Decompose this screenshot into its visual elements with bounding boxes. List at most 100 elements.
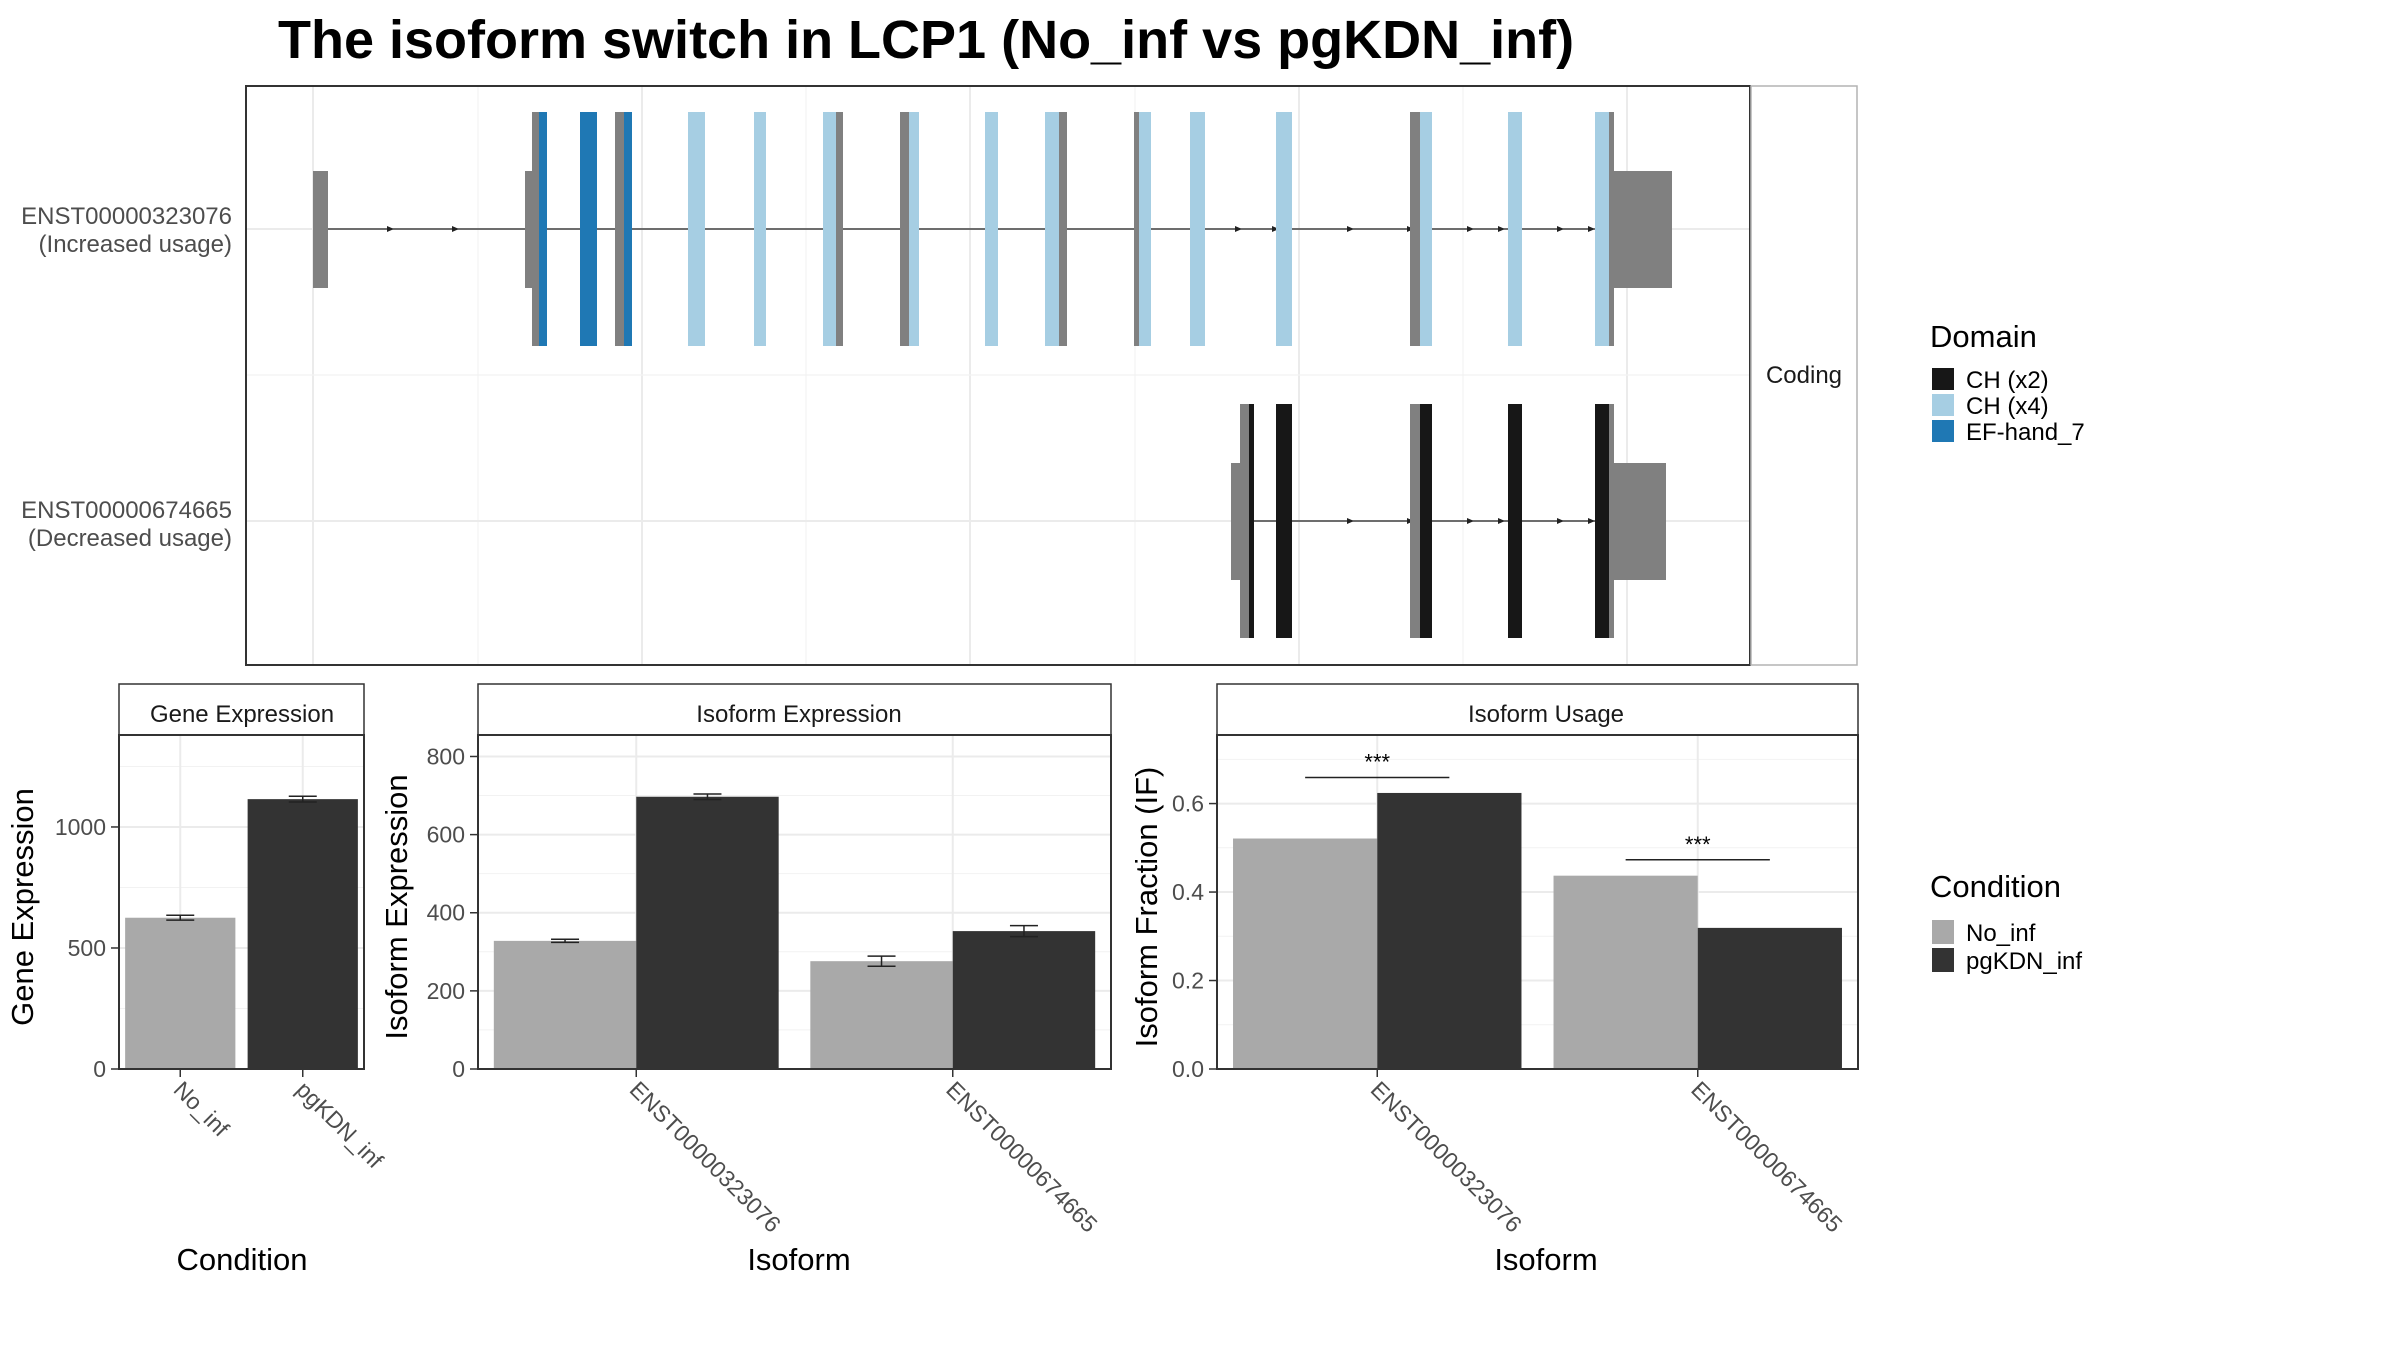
transcript-2-exon xyxy=(1410,404,1420,638)
isouse-y-tick-label: 0.6 xyxy=(1172,791,1204,817)
legend-swatch-no-inf xyxy=(1932,920,1954,944)
transcript-2-3prime-utr xyxy=(1614,463,1666,580)
transcript-2-exon xyxy=(1240,404,1249,638)
coding-strip-label: Coding xyxy=(1766,362,1842,389)
transcript-1-exon xyxy=(836,112,843,346)
transcript-2-track xyxy=(1231,404,1666,638)
transcript-1-intron-arrow xyxy=(1557,226,1564,232)
transcript-1-ef-hand-exon xyxy=(624,112,632,346)
transcript-1-id: ENST00000323076 xyxy=(21,203,232,230)
transcript-1-ef-hand-exon xyxy=(580,112,597,346)
isouse-significance-label-1: *** xyxy=(1364,749,1390,774)
gene-expression-y-axis-title: Gene Expression xyxy=(5,788,40,1026)
transcript-1-ch-x4-exon xyxy=(1139,112,1151,346)
gene-expression-x-axis-title: Condition xyxy=(177,1242,308,1277)
transcript-2-ch-x2-exon xyxy=(1249,404,1254,638)
transcript-1-exon xyxy=(1609,112,1614,346)
isoexp-bar-pgkdn-inf-2 xyxy=(952,931,1096,1069)
transcript-1-ch-x4-exon xyxy=(754,112,766,346)
transcript-1-intron-arrow xyxy=(1498,226,1505,232)
transcript-1-ch-x4-exon xyxy=(1420,112,1432,346)
gene-bar-no-inf xyxy=(125,917,236,1069)
legend-label-pgkdn-inf: pgKDN_inf xyxy=(1966,948,2082,975)
transcript-2-intron-arrow xyxy=(1467,518,1474,524)
gene-y-tick-label: 1000 xyxy=(55,814,106,840)
isouse-significance-label-2: *** xyxy=(1685,832,1711,857)
legend-swatch-pgkdn-inf xyxy=(1932,948,1954,972)
transcript-1-exon xyxy=(615,112,625,346)
transcript-1-ch-x4-exon xyxy=(823,112,836,346)
transcript-1-track xyxy=(313,112,1672,346)
gene-bar-pgkdn-inf xyxy=(247,799,358,1069)
isouse-bar-pgkdn-inf-1 xyxy=(1377,792,1522,1069)
isoform-expression-panel: Isoform Expression Isoform Isoform Expre… xyxy=(379,683,1112,1277)
transcript-1-utr-exon xyxy=(525,171,533,288)
transcript-2-exon xyxy=(1609,404,1614,638)
transcript-1-intron-arrow xyxy=(1272,226,1279,232)
gene-panel-border xyxy=(118,734,365,1070)
legend-swatch-ef-hand-7 xyxy=(1932,420,1954,442)
isoform-usage-panel: Isoform Usage Isoform Isoform Fraction (… xyxy=(1129,683,1859,1277)
transcript-1-intron-arrow xyxy=(1588,226,1595,232)
isoform-expression-x-axis-title: Isoform xyxy=(747,1242,850,1277)
condition-legend: Condition No_inf pgKDN_inf xyxy=(1930,869,2082,975)
legend-label-no-inf: No_inf xyxy=(1966,920,2036,947)
transcript-1-ch-x4-exon xyxy=(688,112,705,346)
transcript-1-intron-arrow xyxy=(1347,226,1354,232)
transcript-1-ch-x4-exon xyxy=(1276,112,1292,346)
isoexp-bar-no-inf-1 xyxy=(493,940,637,1069)
transcript-1-ch-x4-exon xyxy=(985,112,998,346)
legend-label-ch-x2: CH (x2) xyxy=(1966,367,2049,394)
transcript-1-usage: (Increased usage) xyxy=(39,231,232,258)
isoexp-x-tick-label: ENST00000674665 xyxy=(941,1076,1102,1237)
domain-legend-title: Domain xyxy=(1930,319,2037,354)
gene-strip-box xyxy=(118,683,365,736)
transcript-2-usage: (Decreased usage) xyxy=(28,525,232,552)
isoform-expression-y-axis-title: Isoform Expression xyxy=(379,774,414,1039)
coding-strip xyxy=(1750,85,1858,666)
isoexp-bar-pgkdn-inf-1 xyxy=(636,796,779,1069)
transcript-1-intron-arrow xyxy=(1467,226,1474,232)
isoexp-x-tick-label: ENST00000323076 xyxy=(625,1076,786,1237)
transcript-2-ch-x2-exon xyxy=(1508,404,1522,638)
legend-swatch-ch-x2 xyxy=(1932,368,1954,390)
transcript-1-exon xyxy=(1410,112,1420,346)
transcript-2-ch-x2-exon xyxy=(1276,404,1292,638)
isoform-expression-strip-label: Isoform Expression xyxy=(696,701,901,728)
gene-y-tick-label: 500 xyxy=(68,935,106,961)
transcript-structure-panel: Coding ENST00000323076 (Increased usage)… xyxy=(21,85,1858,666)
transcript-1-ch-x4-exon xyxy=(1045,112,1059,346)
transcript-1-ch-x4-exon xyxy=(1508,112,1522,346)
isoexp-bar-no-inf-2 xyxy=(810,961,953,1069)
transcript-2-intron-arrow xyxy=(1498,518,1505,524)
transcript-2-id: ENST00000674665 xyxy=(21,497,232,524)
transcript-2-intron-arrow xyxy=(1557,518,1564,524)
transcript-1-intron-arrow xyxy=(1235,226,1242,232)
isoexp-y-tick-label: 600 xyxy=(427,822,465,848)
transcript-1-ch-x4-exon xyxy=(1595,112,1609,346)
isoform-usage-y-axis-title: Isoform Fraction (IF) xyxy=(1129,767,1164,1048)
transcript-2-intron-arrow xyxy=(1588,518,1595,524)
isouse-y-tick-label: 0.4 xyxy=(1172,879,1204,905)
structure-panel-border xyxy=(245,85,1751,666)
structure-tracks xyxy=(313,112,1672,638)
isouse-panel-border xyxy=(1216,734,1859,1070)
isouse-y-tick-label: 0.0 xyxy=(1172,1056,1204,1082)
transcript-1-ch-x4-exon xyxy=(909,112,919,346)
isoexp-strip-box xyxy=(477,683,1112,736)
gene-y-tick-label: 0 xyxy=(93,1056,106,1082)
isouse-strip-box xyxy=(1216,683,1859,736)
transcript-1-3prime-utr xyxy=(1614,171,1672,288)
isouse-y-tick-label: 0.2 xyxy=(1172,968,1204,994)
transcript-1-exon xyxy=(1059,112,1067,346)
isoform-usage-strip-label: Isoform Usage xyxy=(1468,701,1624,728)
legend-swatch-ch-x4 xyxy=(1932,394,1954,416)
isoexp-y-tick-label: 200 xyxy=(427,978,465,1004)
transcript-1-ch-x4-exon xyxy=(1190,112,1205,346)
transcript-2-intron-arrow xyxy=(1347,518,1354,524)
domain-legend: Domain CH (x2) CH (x4) EF-hand_7 xyxy=(1930,319,2085,446)
gene-expression-strip-label: Gene Expression xyxy=(150,701,334,728)
gene-expression-panel: Gene Expression Condition Gene Expressio… xyxy=(5,683,389,1277)
transcript-1-exon xyxy=(532,112,540,346)
